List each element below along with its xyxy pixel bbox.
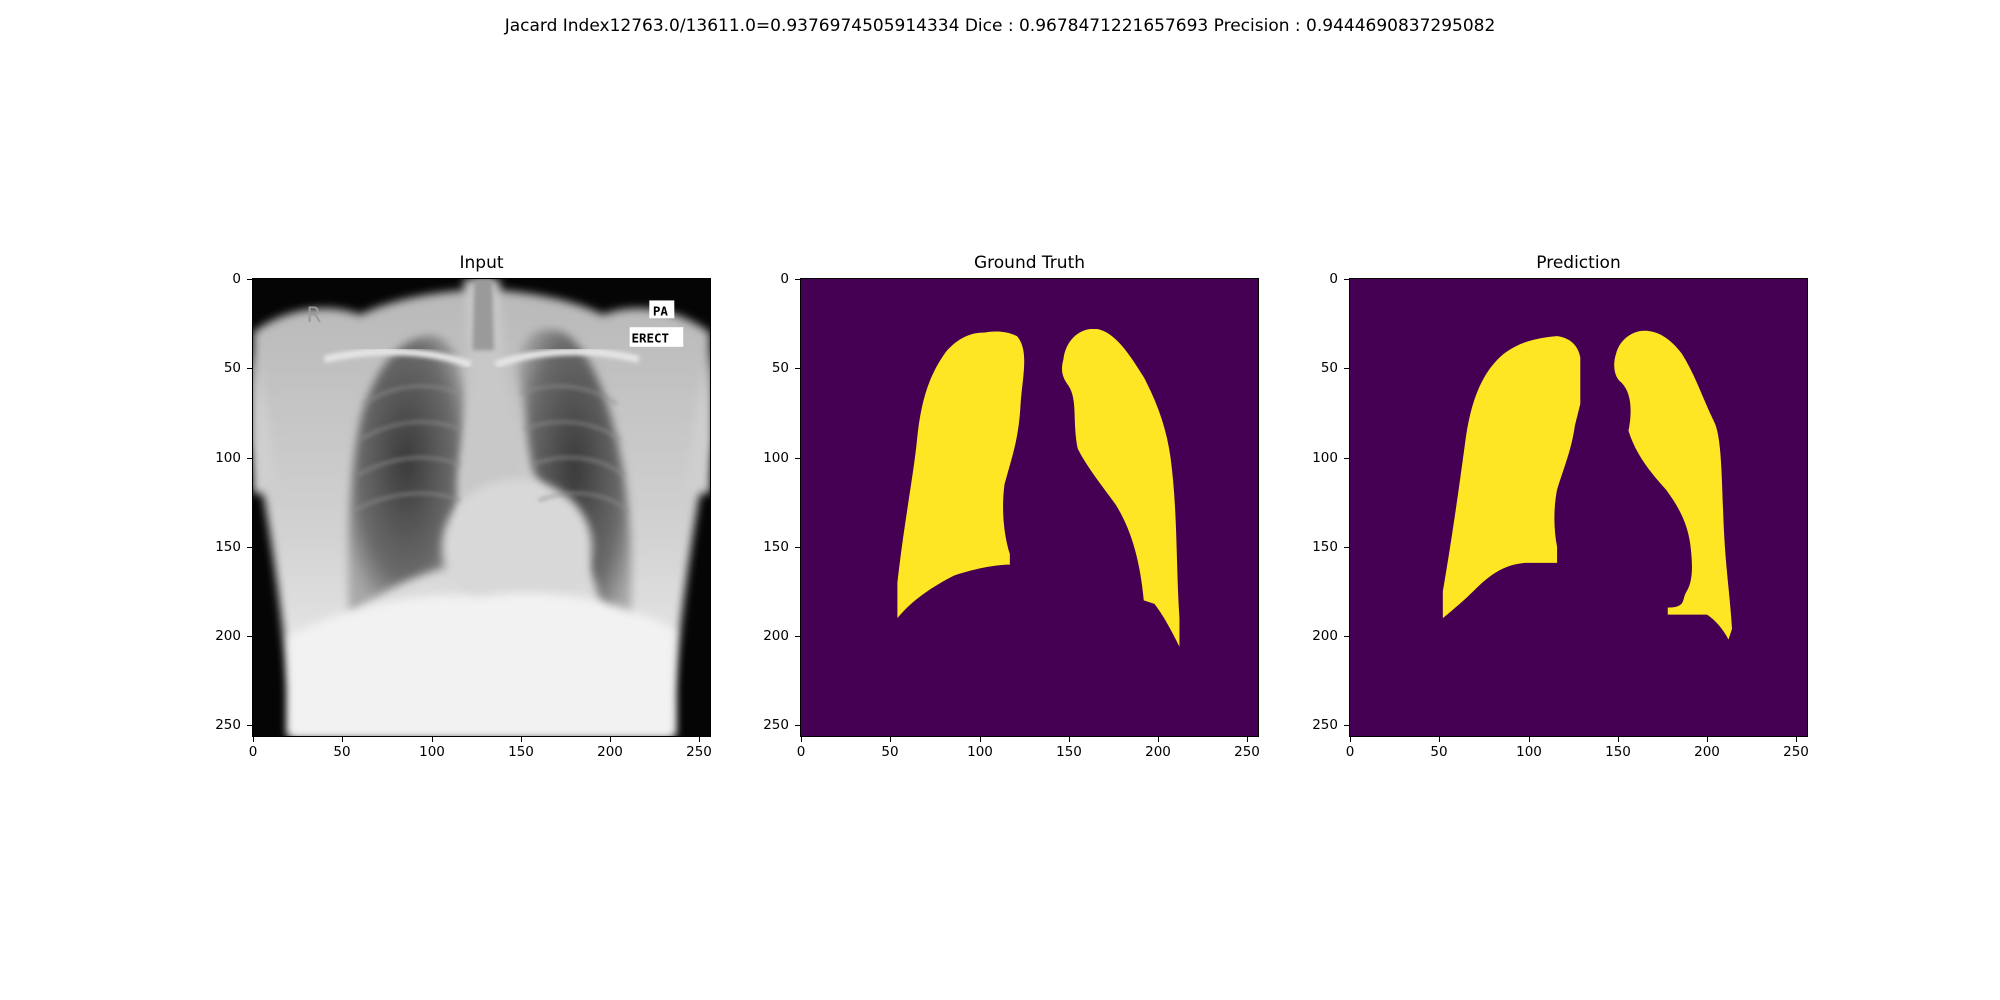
x-tick-label: 0 xyxy=(248,744,258,760)
x-tick-mark xyxy=(1158,737,1159,742)
x-tick-label: 150 xyxy=(1056,744,1082,760)
mask-background xyxy=(801,279,1258,736)
y-tick-mark xyxy=(795,725,800,726)
panel-title-ground-truth: Ground Truth xyxy=(973,253,1086,273)
y-tick-label: 0 xyxy=(780,271,789,287)
ground-truth-mask xyxy=(800,278,1259,737)
y-tick-label: 0 xyxy=(1329,271,1338,287)
y-tick-label: 250 xyxy=(763,717,789,733)
y-tick-label: 250 xyxy=(1312,717,1338,733)
x-tick-label: 100 xyxy=(967,744,993,760)
x-tick-mark xyxy=(1247,737,1248,742)
y-tick-mark xyxy=(1344,368,1349,369)
pred-right-lung xyxy=(1442,336,1581,619)
y-tick-mark xyxy=(795,636,800,637)
x-tick-label: 250 xyxy=(1783,744,1809,760)
x-tick-mark xyxy=(980,737,981,742)
x-tick-label: 150 xyxy=(508,744,534,760)
y-tick-mark xyxy=(247,458,252,459)
y-tick-label: 150 xyxy=(763,539,789,555)
y-tick-label: 50 xyxy=(223,360,241,376)
lung-left-dark xyxy=(517,329,632,637)
lung-right-dark xyxy=(348,336,465,615)
x-tick-label: 200 xyxy=(597,744,623,760)
x-tick-mark xyxy=(801,737,802,742)
x-tick-label: 0 xyxy=(1345,744,1355,760)
y-tick-label: 250 xyxy=(215,717,241,733)
xray-image: R PA ERECT xyxy=(252,278,711,737)
xray-label-pa: PA xyxy=(653,304,669,319)
x-tick-mark xyxy=(1529,737,1530,742)
y-tick-label: 0 xyxy=(232,271,241,287)
y-tick-label: 150 xyxy=(215,539,241,555)
y-tick-mark xyxy=(795,458,800,459)
x-tick-label: 200 xyxy=(1145,744,1171,760)
y-tick-label: 200 xyxy=(763,628,789,644)
x-tick-mark xyxy=(610,737,611,742)
y-tick-label: 50 xyxy=(771,360,789,376)
y-tick-mark xyxy=(1344,636,1349,637)
suptitle: Jacard Index12763.0/13611.0=0.9376974505… xyxy=(504,16,1496,36)
y-tick-label: 200 xyxy=(215,628,241,644)
x-tick-mark xyxy=(1350,737,1351,742)
x-tick-mark xyxy=(1707,737,1708,742)
x-tick-mark xyxy=(699,737,700,742)
x-tick-mark xyxy=(1796,737,1797,742)
y-tick-label: 100 xyxy=(215,450,241,466)
panel-title-input: Input xyxy=(459,253,504,273)
x-tick-label: 250 xyxy=(1234,744,1260,760)
y-tick-mark xyxy=(1344,547,1349,548)
gt-left-lung xyxy=(1061,328,1180,647)
y-tick-label: 50 xyxy=(1320,360,1338,376)
x-tick-label: 100 xyxy=(419,744,445,760)
y-tick-label: 150 xyxy=(1312,539,1338,555)
y-tick-mark xyxy=(1344,279,1349,280)
x-tick-label: 50 xyxy=(881,744,899,760)
y-tick-mark xyxy=(247,279,252,280)
y-tick-mark xyxy=(795,368,800,369)
y-tick-mark xyxy=(1344,725,1349,726)
pred-left-lung xyxy=(1614,330,1733,640)
x-tick-mark xyxy=(253,737,254,742)
x-tick-mark xyxy=(342,737,343,742)
x-tick-mark xyxy=(1618,737,1619,742)
body-silhouette xyxy=(253,289,710,736)
x-tick-mark xyxy=(521,737,522,742)
y-tick-mark xyxy=(247,636,252,637)
y-tick-mark xyxy=(795,547,800,548)
panel-title-prediction: Prediction xyxy=(1536,253,1621,273)
x-tick-label: 250 xyxy=(686,744,712,760)
x-tick-mark xyxy=(890,737,891,742)
xray-label-erect: ERECT xyxy=(631,330,669,345)
y-tick-mark xyxy=(795,279,800,280)
y-tick-label: 100 xyxy=(763,450,789,466)
x-tick-label: 150 xyxy=(1605,744,1631,760)
y-tick-mark xyxy=(247,725,252,726)
mask-background xyxy=(1350,279,1807,736)
x-tick-mark xyxy=(1069,737,1070,742)
x-tick-label: 200 xyxy=(1694,744,1720,760)
prediction-mask xyxy=(1349,278,1808,737)
x-tick-label: 50 xyxy=(333,744,351,760)
y-tick-mark xyxy=(1344,458,1349,459)
y-tick-mark xyxy=(247,547,252,548)
x-tick-mark xyxy=(1439,737,1440,742)
x-tick-mark xyxy=(432,737,433,742)
y-tick-mark xyxy=(247,368,252,369)
y-tick-label: 100 xyxy=(1312,450,1338,466)
x-tick-label: 50 xyxy=(1430,744,1448,760)
x-tick-label: 100 xyxy=(1516,744,1542,760)
x-tick-label: 0 xyxy=(796,744,806,760)
gt-right-lung xyxy=(897,331,1025,619)
xray-marker-r: R xyxy=(307,303,322,328)
y-tick-label: 200 xyxy=(1312,628,1338,644)
